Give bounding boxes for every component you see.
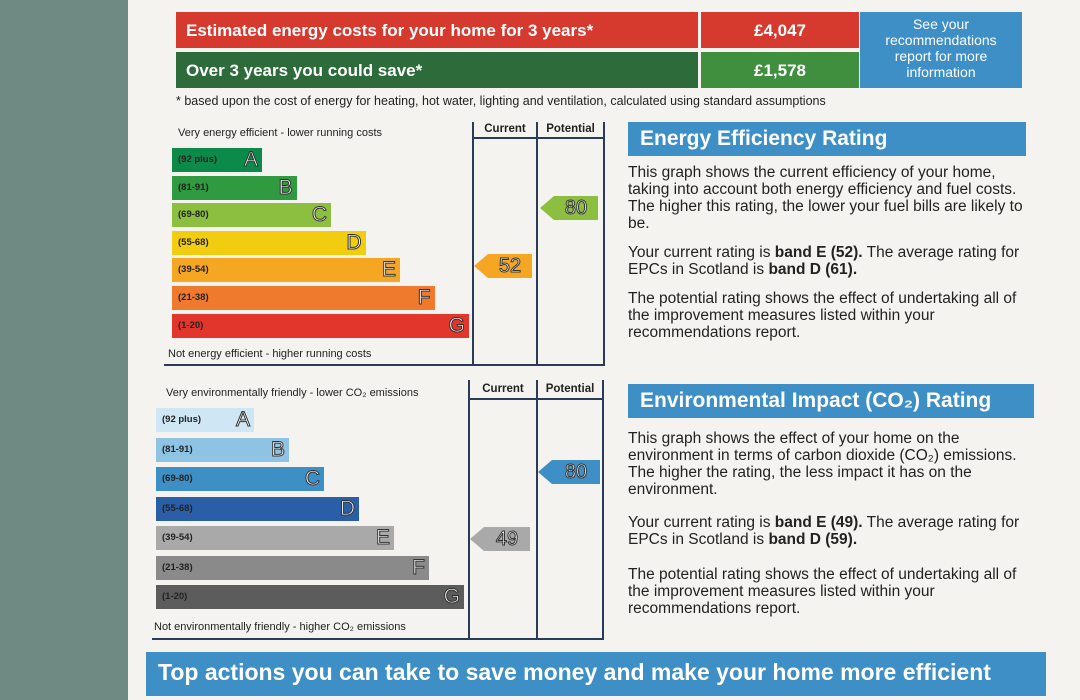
band-range: (55-68) [162, 502, 193, 514]
env-chart-top-caption: Very environmentally friendly - lower CO… [166, 387, 419, 399]
energy-paragraph-1: This graph shows the current efficiency … [628, 164, 1023, 232]
band-g: (1-20) G [156, 585, 464, 609]
band-d: (55-68) D [172, 230, 366, 255]
energy-potential-value: 80 [554, 196, 598, 220]
env-average-band: band D (59). [768, 531, 858, 548]
band-letter: F [412, 555, 426, 579]
energy-potential-pointer: 80 [540, 196, 598, 220]
env-paragraph-1: This graph shows the effect of your home… [628, 430, 1017, 498]
savings-value: £1,578 [701, 52, 859, 88]
energy-chart-top-caption: Very energy efficient - lower running co… [178, 127, 383, 139]
band-letter: F [417, 286, 431, 310]
energy-potential-header: Potential [546, 123, 595, 135]
band-letter: B [278, 175, 293, 199]
energy-average-band: band D (61). [768, 261, 858, 278]
env-rating-heading: Environmental Impact (CO₂) Rating [628, 384, 1034, 418]
env-current-pointer: 49 [470, 527, 530, 551]
energy-current-value: 52 [488, 254, 532, 278]
band-f: (21-38) F [172, 286, 435, 310]
band-letter: D [339, 496, 355, 520]
band-c: (69-80) C [156, 467, 324, 491]
energy-paragraph-3: The potential rating shows the effect of… [628, 290, 1017, 341]
energy-chart-bottom-caption: Not energy efficient - higher running co… [168, 348, 372, 360]
band-range: (81-91) [178, 181, 209, 193]
energy-current-pointer: 52 [474, 254, 532, 278]
band-b: (81-91) B [156, 437, 289, 462]
env-potential-value: 80 [552, 460, 600, 484]
band-e: (39-54) E [172, 258, 400, 283]
savings-row: Over 3 years you could save* £1,578 [176, 52, 859, 88]
epc-document: Estimated energy costs for your home for… [128, 0, 1080, 700]
band-letter: C [304, 467, 320, 491]
band-letter: A [243, 148, 258, 172]
band-range: (69-80) [162, 473, 193, 484]
band-range: (81-91) [162, 443, 193, 455]
band-range: (39-54) [178, 264, 209, 276]
band-b: (81-91) B [172, 175, 297, 200]
band-range: (21-38) [178, 292, 209, 303]
band-letter: B [270, 437, 285, 461]
band-letter: A [235, 408, 250, 432]
band-range: (92 plus) [162, 414, 202, 425]
band-d: (55-68) D [156, 496, 359, 521]
env-potential-header: Potential [545, 383, 595, 395]
band-e: (39-54) E [156, 526, 394, 550]
env-potential-pointer: 80 [538, 460, 600, 484]
band-letter: E [381, 258, 396, 282]
energy-current-band: band E (52). [774, 244, 863, 261]
energy-paragraph-2: Your current rating is band E (52). The … [628, 244, 1020, 278]
band-range: (21-38) [162, 561, 193, 573]
band-letter: G [443, 585, 460, 609]
band-range: (69-80) [178, 209, 209, 221]
env-paragraph-3: The potential rating shows the effect of… [628, 566, 1017, 617]
energy-cost-row: Estimated energy costs for your home for… [176, 12, 859, 48]
band-letter: C [311, 203, 327, 227]
env-paragraph-2: Your current rating is band E (49). The … [628, 514, 1020, 548]
cost-footnote: * based upon the cost of energy for heat… [176, 94, 826, 108]
band-letter: G [448, 313, 465, 337]
band-a: (92 plus) A [156, 408, 254, 432]
band-f: (21-38) F [156, 555, 429, 580]
band-c: (69-80) C [172, 203, 331, 228]
energy-cost-label: Estimated energy costs for your home for… [176, 12, 698, 48]
energy-current-header: Current [484, 123, 526, 135]
see-recommendations-box: See your recommendations report for more… [860, 12, 1022, 88]
band-range: (92 plus) [178, 154, 218, 165]
savings-label: Over 3 years you could save* [176, 52, 698, 88]
env-current-value: 49 [484, 527, 530, 551]
band-range: (1-20) [178, 319, 204, 331]
band-range: (55-68) [178, 236, 209, 248]
band-range: (39-54) [162, 532, 193, 543]
top-actions-heading: Top actions you can take to save money a… [146, 652, 1046, 696]
band-a: (92 plus) A [172, 148, 262, 172]
env-current-header: Current [482, 383, 524, 395]
band-g: (1-20) G [172, 313, 469, 338]
energy-cost-value: £4,047 [701, 12, 859, 48]
env-current-band: band E (49). [774, 514, 863, 531]
band-letter: E [375, 526, 390, 550]
energy-rating-heading: Energy Efficiency Rating [628, 122, 1026, 156]
band-range: (1-20) [162, 591, 188, 602]
band-letter: D [346, 230, 362, 254]
env-chart-bottom-caption: Not environmentally friendly - higher CO… [154, 621, 406, 633]
